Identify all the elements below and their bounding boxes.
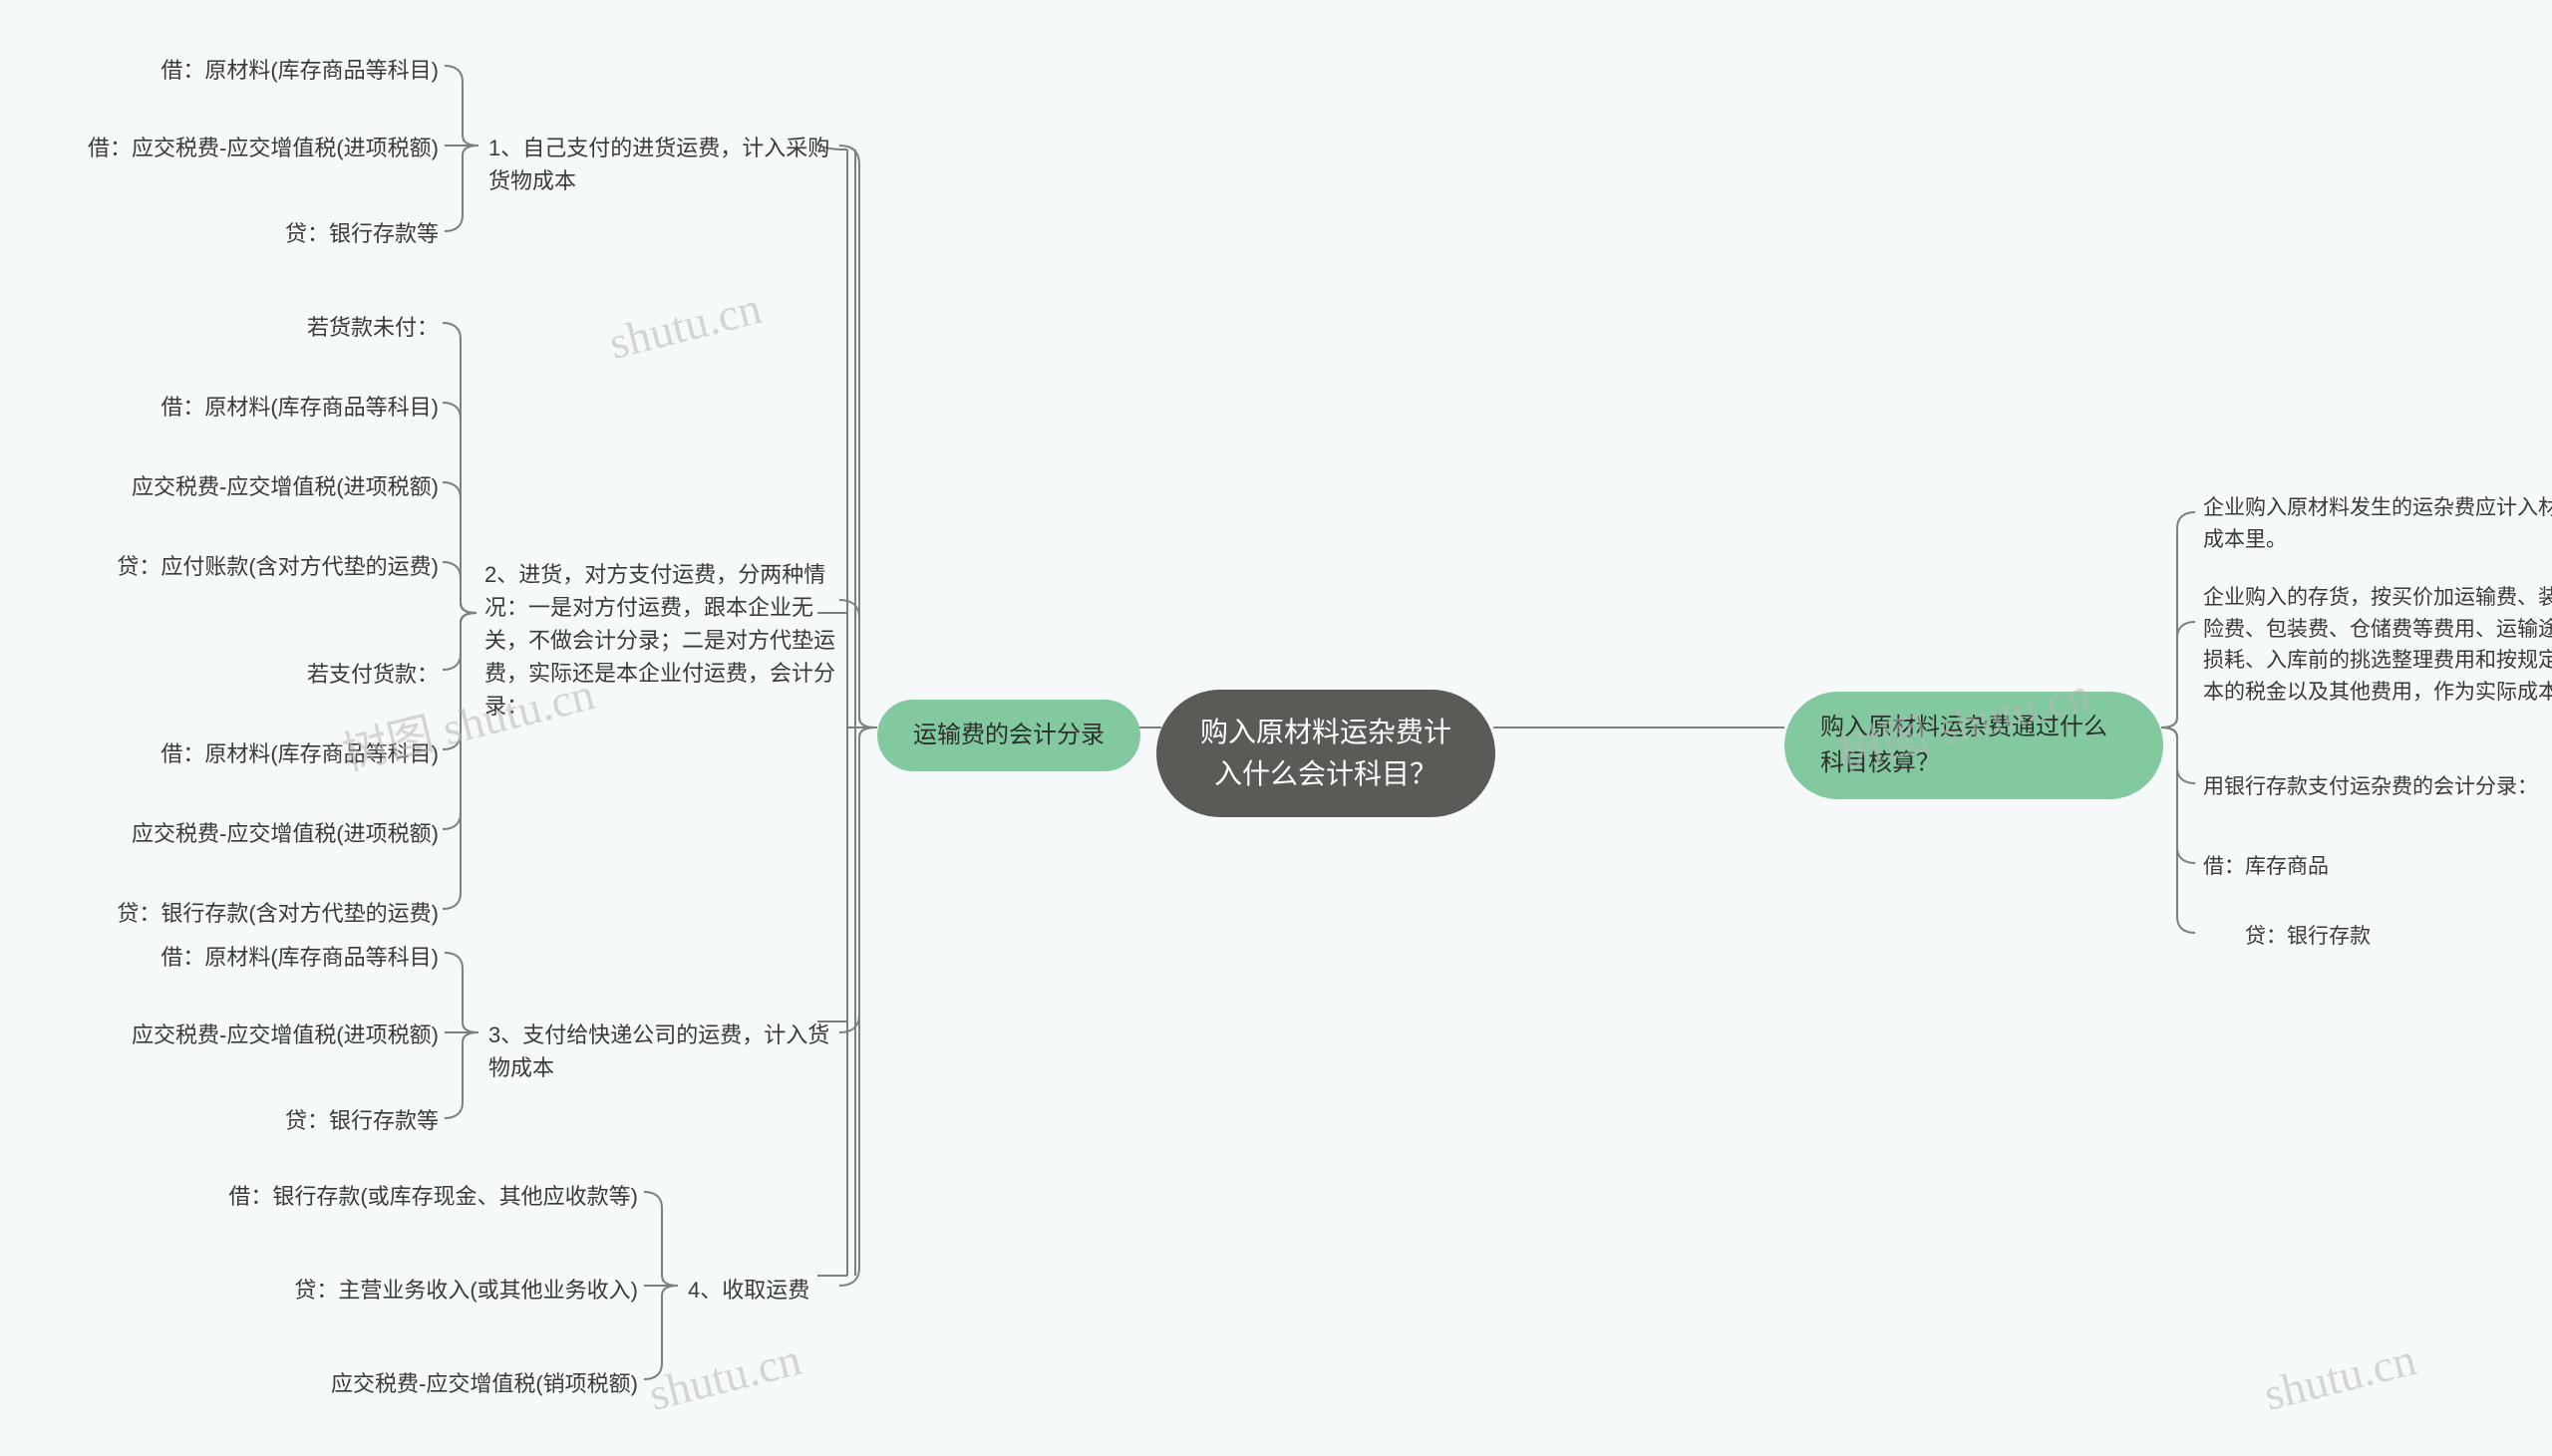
left-mid-2-label: 2、进货，对方支付运费，分两种情况：一是对方付运费，跟本企业无关，不做会计分录；…	[484, 562, 835, 719]
left-branch-node[interactable]: 运输费的会计分录	[877, 700, 1140, 771]
leaf-1-3[interactable]: 贷：银行存款等	[285, 217, 439, 250]
left-mid-2[interactable]: 2、进货，对方支付运费，分两种情况：一是对方付运费，跟本企业无关，不做会计分录；…	[484, 558, 855, 723]
root-node[interactable]: 购入原材料运杂费计入什么会计科目？	[1156, 690, 1495, 817]
left-mid-1-label: 1、自己支付的进货运费，计入采购货物成本	[488, 136, 829, 193]
watermark-5: shutu.cn	[2259, 1332, 2421, 1421]
leaf-2-1[interactable]: 若货款未付：	[307, 311, 439, 344]
left-branch-label: 运输费的会计分录	[913, 722, 1105, 748]
right-leaf-5[interactable]: 贷：银行存款	[2203, 921, 2552, 953]
leaf-2-2[interactable]: 借：原材料(库存商品等科目)	[160, 391, 439, 424]
mindmap-canvas: 购入原材料运杂费计入什么会计科目？ 运输费的会计分录 1、自己支付的进货运费，计…	[0, 0, 2552, 1456]
leaf-2-7[interactable]: 应交税费-应交增值税(进项税额)	[132, 817, 439, 850]
leaf-2-5[interactable]: 若支付货款：	[307, 658, 439, 691]
watermark-2: shutu.cn	[604, 281, 767, 370]
root-label: 购入原材料运杂费计入什么会计科目？	[1200, 717, 1451, 789]
left-mid-1[interactable]: 1、自己支付的进货运费，计入采购货物成本	[488, 132, 847, 197]
right-leaf-4[interactable]: 借：库存商品	[2203, 851, 2552, 883]
left-mid-4-label: 4、收取运费	[688, 1278, 809, 1303]
leaf-4-2[interactable]: 贷：主营业务收入(或其他业务收入)	[294, 1274, 638, 1307]
right-branch-label: 购入原材料运杂费通过什么科目核算？	[1820, 714, 2107, 776]
leaf-2-8[interactable]: 贷：银行存款(含对方代垫的运费)	[117, 897, 439, 930]
leaf-1-1[interactable]: 借：原材料(库存商品等科目)	[160, 54, 439, 87]
leaf-4-3[interactable]: 应交税费-应交增值税(销项税额)	[331, 1367, 638, 1400]
leaf-2-4[interactable]: 贷：应付账款(含对方代垫的运费)	[117, 550, 439, 583]
leaf-3-3[interactable]: 贷：银行存款等	[285, 1104, 439, 1137]
right-leaf-1[interactable]: 企业购入原材料发生的运杂费应计入材料的采购成本里。	[2203, 492, 2552, 555]
right-leaf-3[interactable]: 用银行存款支付运杂费的会计分录：	[2203, 771, 2552, 803]
leaf-2-6[interactable]: 借：原材料(库存商品等科目)	[160, 737, 439, 770]
leaf-2-3[interactable]: 应交税费-应交增值税(进项税额)	[132, 470, 439, 503]
leaf-4-1[interactable]: 借：银行存款(或库存现金、其他应收款等)	[228, 1180, 638, 1213]
left-mid-3[interactable]: 3、支付给快递公司的运费，计入货物成本	[488, 1019, 847, 1084]
right-branch-node[interactable]: 购入原材料运杂费通过什么科目核算？	[1784, 692, 2163, 799]
right-leaf-2[interactable]: 企业购入的存货，按买价加运输费、装卸费、保险费、包装费、仓储费等费用、运输途中的…	[2203, 582, 2552, 708]
left-mid-4[interactable]: 4、收取运费	[688, 1274, 809, 1307]
leaf-3-1[interactable]: 借：原材料(库存商品等科目)	[160, 941, 439, 974]
leaf-3-2[interactable]: 应交税费-应交增值税(进项税额)	[132, 1019, 439, 1051]
watermark-4: shutu.cn	[644, 1332, 806, 1421]
leaf-1-2[interactable]: 借：应交税费-应交增值税(进项税额)	[88, 132, 439, 164]
left-mid-3-label: 3、支付给快递公司的运费，计入货物成本	[488, 1022, 829, 1080]
